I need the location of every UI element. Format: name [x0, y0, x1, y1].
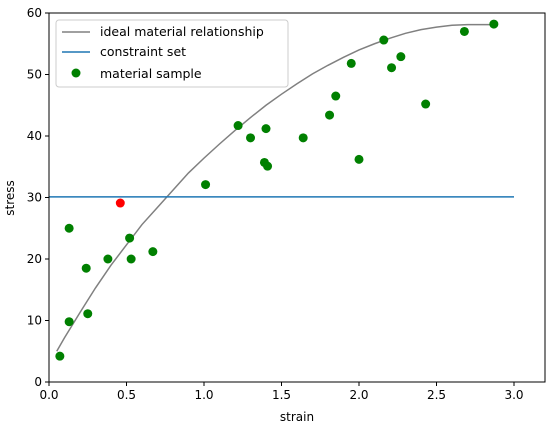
sample-point: [64, 223, 74, 233]
sample-point: [346, 58, 356, 68]
x-tick-label: 0.5: [117, 388, 136, 402]
legend-label-constraint: constraint set: [100, 44, 186, 59]
legend-label-ideal-line: ideal material relationship: [100, 24, 264, 39]
y-tick-label: 40: [27, 129, 42, 143]
sample-point: [261, 124, 271, 134]
x-axis-ticks: 0.0 0.5 1.0 1.5 2.0 2.5 3.0: [39, 382, 524, 402]
ideal-relationship-line: [56, 23, 496, 352]
series-layer: [49, 19, 514, 361]
sample-point: [354, 154, 364, 164]
sample-point: [421, 99, 431, 109]
sample-point: [233, 121, 243, 131]
sample-point: [103, 254, 113, 264]
x-tick-label: 1.0: [194, 388, 213, 402]
sample-point: [83, 309, 93, 319]
y-axis-label: stress: [3, 180, 17, 216]
legend-box: [55, 19, 289, 88]
legend-label-sample: material sample: [100, 66, 202, 81]
sample-point: [331, 91, 341, 101]
sample-point: [201, 180, 211, 190]
sample-point: [396, 52, 406, 62]
y-tick-label: 60: [27, 6, 42, 20]
x-tick-label: 3.0: [504, 388, 523, 402]
sample-point: [489, 19, 499, 29]
sample-point: [125, 233, 135, 243]
y-tick-label: 20: [27, 252, 42, 266]
legend: ideal material relationship constraint s…: [55, 19, 289, 88]
sample-point: [263, 161, 273, 171]
legend-swatch-sample: [71, 68, 81, 78]
sample-point: [64, 317, 74, 327]
y-tick-label: 10: [27, 314, 42, 328]
sample-point: [126, 254, 136, 264]
y-axis-ticks: 0 10 20 30 40 50 60: [27, 6, 49, 389]
sample-point: [379, 35, 389, 45]
sample-point: [81, 263, 91, 273]
x-tick-label: 1.5: [272, 388, 291, 402]
sample-point: [325, 110, 335, 120]
x-tick-label: 2.5: [427, 388, 446, 402]
sample-point: [387, 63, 397, 73]
sample-point: [148, 247, 158, 257]
y-tick-label: 50: [27, 68, 42, 82]
sample-point: [246, 133, 255, 143]
sample-point: [459, 26, 469, 36]
x-tick-label: 2.0: [349, 388, 368, 402]
sample-point: [298, 133, 308, 143]
x-tick-label: 0.0: [39, 388, 58, 402]
y-tick-label: 30: [27, 191, 42, 205]
x-axis-label: strain: [280, 410, 314, 424]
sample-point: [55, 351, 65, 361]
highlighted-point: [115, 198, 125, 208]
y-tick-label: 0: [34, 375, 42, 389]
